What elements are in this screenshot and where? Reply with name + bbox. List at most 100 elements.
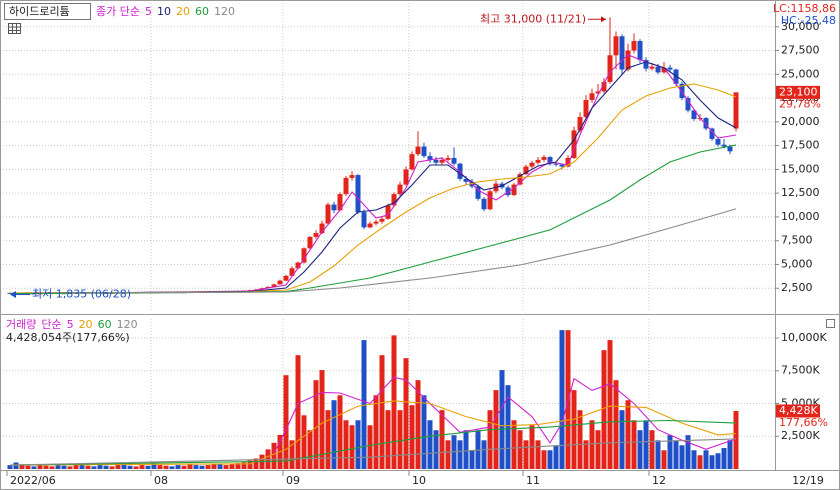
volume-summary: 4,428,054주(177,66%)	[6, 331, 130, 344]
volume-bar	[367, 425, 373, 469]
candle-body	[409, 154, 415, 170]
candle-body	[529, 162, 535, 167]
volume-bar	[19, 464, 25, 469]
volume-bar	[469, 450, 475, 469]
volume-bar	[325, 410, 331, 469]
candle-body	[613, 36, 619, 56]
volume-bar	[109, 466, 115, 469]
volume-bar	[37, 465, 43, 469]
volume-bar	[13, 462, 19, 469]
y-tick-label: 17,500	[781, 139, 820, 152]
volume-bar	[601, 350, 607, 469]
volume-bar	[115, 465, 121, 469]
grid-icon[interactable]	[8, 23, 21, 34]
volume-bar	[571, 390, 577, 469]
volume-bar	[241, 462, 247, 469]
volume-bar	[415, 380, 421, 469]
y-tick-label: 2,500	[781, 281, 813, 294]
candle-body	[523, 166, 529, 175]
ma-line	[9, 419, 737, 466]
candle-body	[625, 50, 631, 70]
x-tick-label: 11	[526, 474, 540, 487]
candle-body	[475, 186, 481, 199]
candle-body	[505, 187, 511, 196]
volume-bar	[331, 400, 337, 469]
legend-label: 5	[67, 318, 74, 331]
candle-body	[295, 262, 301, 269]
volume-bar	[217, 464, 223, 469]
candle-body	[379, 218, 385, 222]
candle-body	[403, 169, 409, 185]
volume-bar	[589, 420, 595, 469]
y-tick-label: 10,000	[781, 210, 820, 223]
volume-bar	[157, 465, 163, 469]
volume-bar	[421, 395, 427, 469]
y-tick-label: 5,000	[781, 257, 813, 270]
volume-bar	[721, 448, 727, 469]
candle-body	[457, 163, 463, 179]
ma-line	[9, 438, 737, 466]
volume-bar	[91, 466, 97, 469]
volume-bar	[643, 420, 649, 469]
volume-bar	[289, 440, 295, 469]
volume-bar	[169, 466, 175, 469]
candle-body	[511, 184, 517, 196]
candle-body	[685, 98, 691, 111]
y-tick-label: 27,500	[781, 44, 820, 57]
ma-line	[273, 376, 737, 454]
volume-bar	[463, 430, 469, 469]
volume-bar	[67, 466, 73, 469]
volume-bar	[103, 465, 109, 469]
ma-line	[9, 61, 737, 294]
y-tick-label: 2,500K	[781, 429, 820, 442]
volume-bar	[187, 464, 193, 469]
volume-bar	[433, 430, 439, 469]
volume-bar	[481, 440, 487, 469]
y-tick-label: 15,000	[781, 162, 820, 175]
volume-bar	[583, 440, 589, 469]
volume-bar	[121, 464, 127, 469]
volume-bar	[613, 380, 619, 469]
volume-bar	[145, 465, 151, 469]
candle-body	[355, 175, 361, 213]
candle-body	[547, 157, 553, 164]
candle-body	[709, 128, 715, 139]
volume-bar	[397, 410, 403, 469]
candle-body	[571, 130, 577, 158]
candle-body	[343, 177, 349, 195]
volume-bar	[79, 465, 85, 469]
volume-bar	[649, 430, 655, 469]
candle-body	[703, 118, 709, 129]
panel-button[interactable]	[826, 319, 835, 328]
candle-body	[649, 66, 655, 69]
candle-body	[595, 91, 601, 94]
max-arrow-head	[601, 16, 606, 23]
volume-bar	[517, 430, 523, 469]
min-arrow-head	[10, 291, 16, 299]
legend-label: 거래량	[6, 318, 36, 331]
volume-bar	[313, 380, 319, 469]
volume-bar	[229, 463, 235, 469]
hc-label: HC:-25,48	[781, 14, 836, 27]
volume-bar	[727, 440, 733, 469]
volume-bar	[505, 385, 511, 469]
x-tick-label: 12	[652, 474, 666, 487]
volume-bar	[43, 465, 49, 469]
candle-body	[619, 36, 625, 70]
volume-bar	[655, 440, 661, 469]
ma-line	[69, 208, 737, 294]
volume-bar	[487, 410, 493, 469]
candle-body	[451, 157, 457, 164]
candle-body	[673, 69, 679, 84]
candle-body	[319, 223, 325, 234]
symbol-box[interactable]	[4, 3, 91, 20]
volume-bar	[595, 430, 601, 469]
volume-bar	[535, 440, 541, 469]
legend-label: 20	[176, 5, 190, 18]
volume-bar	[667, 435, 673, 469]
volume-bar	[673, 440, 679, 469]
volume-bar	[403, 358, 409, 469]
lc-label: LC:1158,86	[773, 2, 836, 15]
volume-bar	[709, 455, 715, 469]
x-tick-label: 09	[286, 474, 300, 487]
